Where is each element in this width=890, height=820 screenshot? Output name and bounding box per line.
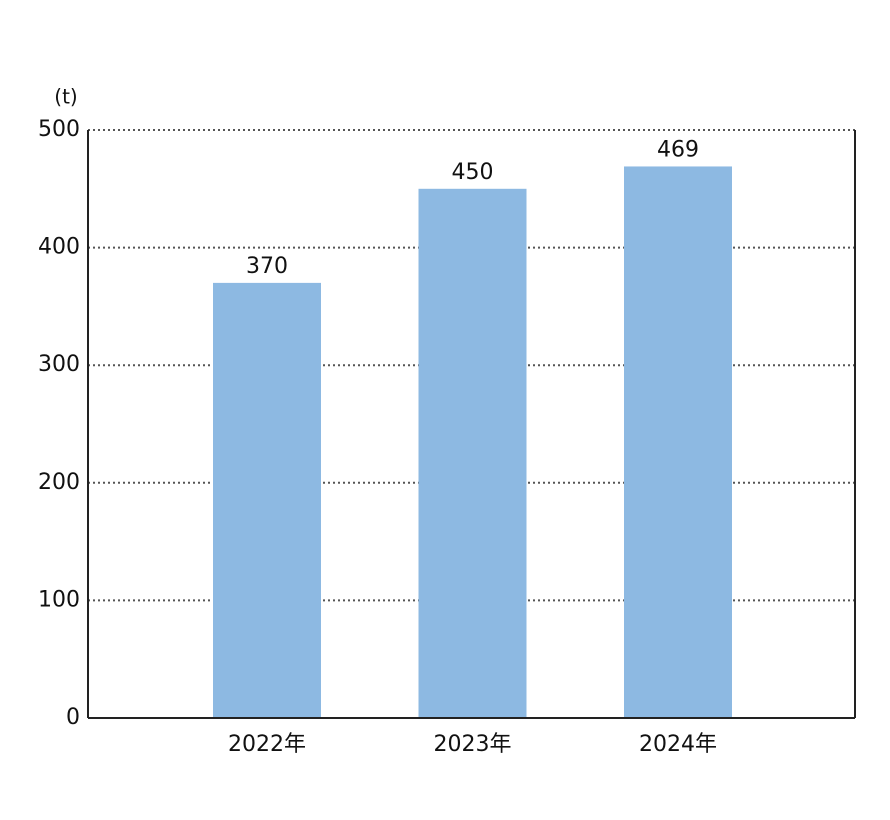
y-unit: (t) — [54, 85, 77, 109]
x-tick-label: 2022年 — [228, 732, 306, 757]
value-label: 370 — [246, 254, 288, 279]
y-tick-label: 100 — [38, 587, 80, 612]
x-tick-label: 2024年 — [639, 732, 717, 757]
y-tick-label: 300 — [38, 352, 80, 377]
y-tick-label: 400 — [38, 235, 80, 260]
x-tick-label: 2023年 — [434, 732, 512, 757]
bar — [418, 188, 527, 719]
bar — [624, 166, 732, 718]
y-tick-label: 200 — [38, 470, 80, 495]
value-label: 469 — [657, 137, 699, 162]
y-tick-label: 500 — [38, 117, 80, 142]
y-tick-label: 0 — [66, 705, 80, 730]
bar — [213, 282, 321, 718]
value-label: 450 — [452, 160, 494, 185]
